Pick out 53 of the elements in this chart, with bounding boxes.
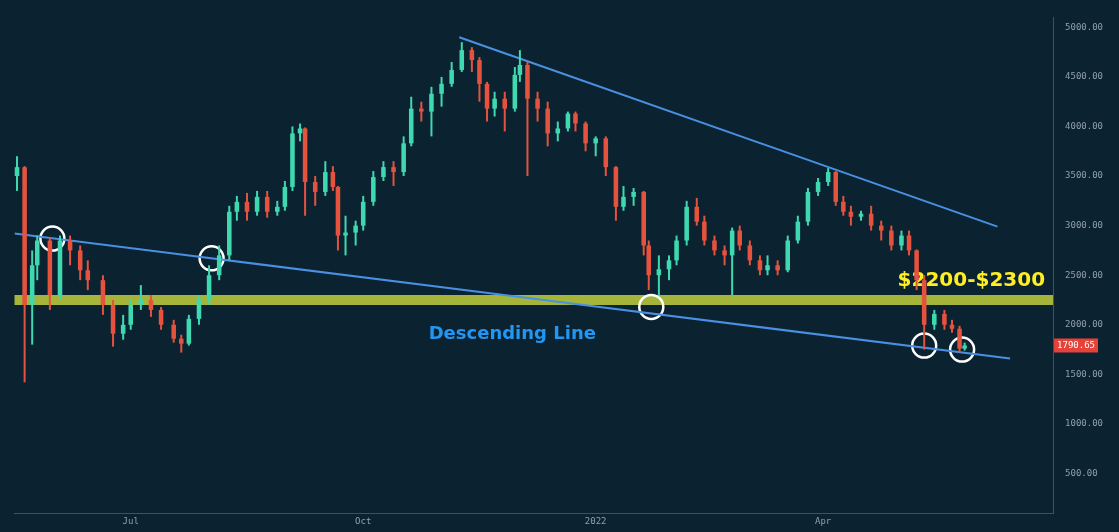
- y-tick-label: 500.00: [1065, 467, 1098, 478]
- candlestick: [381, 160, 386, 183]
- candlestick: [391, 160, 396, 187]
- point: [638, 293, 665, 321]
- series-label: Descending Line: [428, 321, 596, 343]
- x-tick-label: Apr: [814, 515, 832, 526]
- y-tick-label: 3500.00: [1065, 170, 1104, 181]
- candlestick: [889, 224, 894, 252]
- candlestick: [171, 318, 176, 344]
- candlestick: [323, 160, 328, 197]
- candlestick: [439, 75, 444, 108]
- candlestick: [942, 308, 947, 331]
- point: [910, 332, 938, 359]
- candlestick: [878, 219, 884, 242]
- y-tick-label: 4500.00: [1065, 71, 1104, 82]
- candlestick: [765, 254, 770, 277]
- y-tick-label: 5000.00: [1065, 21, 1104, 32]
- candlestick: [449, 61, 454, 88]
- candlestick: [712, 234, 717, 257]
- y-tick-label: 1000.00: [1065, 418, 1104, 429]
- x-tick-label: Jul: [122, 515, 139, 526]
- candlestick: [737, 224, 743, 252]
- candlestick: [932, 308, 937, 331]
- y-tick-label: 3000.00: [1065, 219, 1104, 230]
- candlestick: [353, 219, 358, 247]
- annotation: 1790.65: [1057, 339, 1096, 350]
- candlestick: [841, 194, 846, 217]
- candlestick: [419, 100, 424, 123]
- x-tick-label: 2022: [584, 515, 607, 526]
- candlestick: [477, 56, 482, 103]
- point: [948, 336, 976, 363]
- y-tick-label: 2500.00: [1065, 269, 1104, 280]
- candlestick: [593, 135, 598, 158]
- candlestick: [492, 90, 497, 118]
- candlestick: [343, 214, 348, 257]
- y-tick-label: 4000.00: [1065, 120, 1104, 131]
- candlestick: [128, 299, 134, 331]
- candlestick: [583, 120, 588, 153]
- candlestick: [722, 244, 727, 267]
- candlestick: [459, 41, 465, 73]
- candlestick: [694, 196, 700, 227]
- candlestick: [674, 234, 679, 267]
- candlestick: [899, 229, 904, 252]
- x-tick-label: Oct: [355, 515, 372, 526]
- candlestick: [702, 214, 707, 247]
- candlestick: [429, 85, 434, 138]
- y-tick-label: 2000.00: [1065, 319, 1104, 330]
- candlestick: [535, 90, 540, 123]
- candlestick: [502, 90, 507, 133]
- y-tick-label: 1500.00: [1065, 368, 1104, 379]
- candlestick: [573, 110, 578, 133]
- candlestick: [957, 324, 962, 354]
- candlestick: [621, 184, 626, 212]
